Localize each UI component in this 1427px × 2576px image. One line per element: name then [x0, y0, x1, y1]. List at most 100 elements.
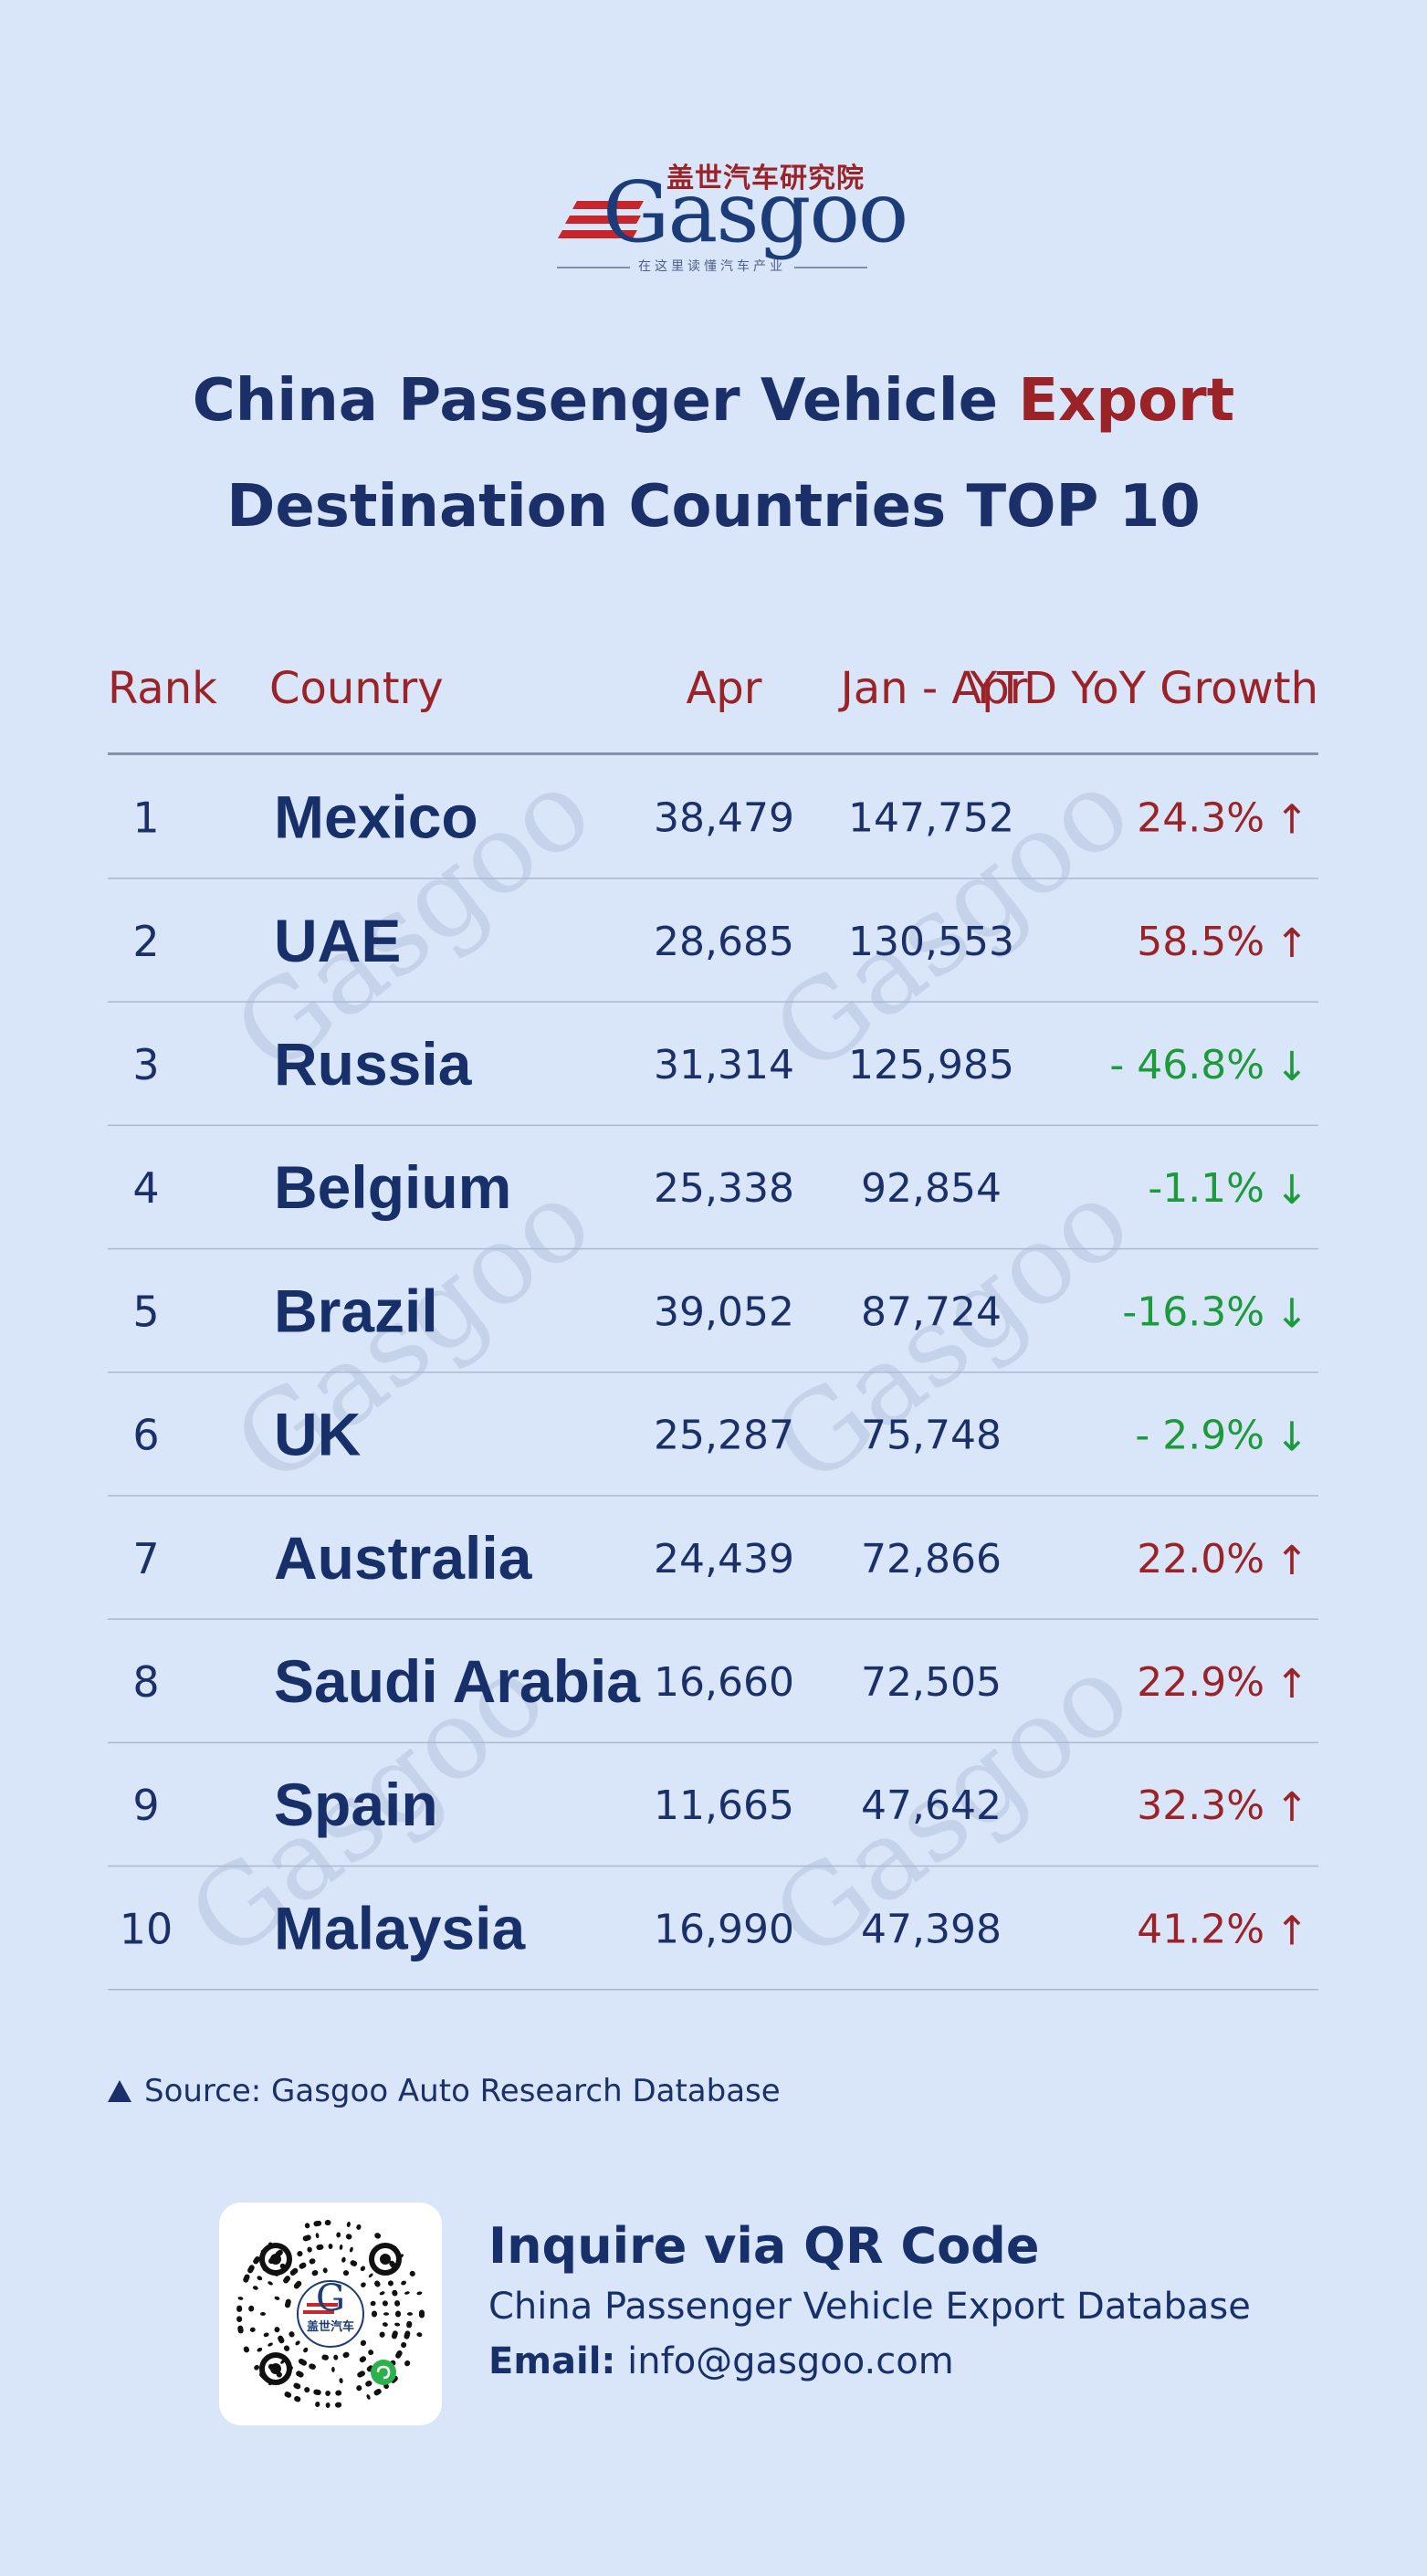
jan-apr-cell: 47,398	[861, 1906, 1002, 1952]
apr-cell: 16,660	[654, 1659, 794, 1706]
qr-dot	[313, 2389, 321, 2395]
qr-dot	[268, 2342, 273, 2347]
rank-cell: 5	[132, 1287, 159, 1336]
apr-cell: 28,685	[654, 919, 794, 965]
qr-dot	[298, 2358, 308, 2366]
qr-dot	[339, 2378, 343, 2384]
logo-divider-right	[794, 267, 867, 268]
country-cell: Russia	[274, 1030, 473, 1098]
qr-dot	[382, 2322, 388, 2327]
qr-code[interactable]: G 盖世汽车	[219, 2203, 442, 2425]
qr-dot	[247, 2265, 255, 2274]
rank-cell: 1	[132, 794, 159, 843]
qr-dot	[295, 2340, 300, 2346]
qr-dot	[325, 2402, 331, 2408]
qr-dot	[365, 2380, 372, 2387]
qr-dot	[361, 2282, 366, 2287]
qr-center-ring	[297, 2280, 364, 2348]
email-link[interactable]: info@gasgoo.com	[627, 2340, 954, 2383]
qr-dot	[370, 2300, 376, 2307]
apr-cell: 38,479	[654, 795, 794, 842]
jan-apr-cell: 147,752	[848, 795, 1014, 842]
apr-cell: 24,439	[654, 1536, 794, 1582]
qr-g-mark: G	[316, 2277, 345, 2319]
qr-dot	[406, 2320, 413, 2329]
qr-dot	[257, 2276, 263, 2281]
qr-dot	[297, 2251, 303, 2257]
row-divider	[108, 1865, 1318, 1867]
arrow-down-icon: ↓	[1275, 1414, 1309, 1461]
qr-dot	[395, 2310, 401, 2318]
arrow-up-icon: ↑	[1275, 1908, 1309, 1954]
table-row: 3 Russia 31,314 125,985 - 46.8% ↓	[108, 1030, 1318, 1127]
triangle-bullet-icon	[108, 2080, 131, 2102]
wechat-mini-program-glyph	[376, 2365, 391, 2380]
growth-cell: 32.3%	[1137, 1782, 1264, 1829]
qr-dot	[293, 2382, 301, 2390]
email-label: Email:	[488, 2340, 616, 2383]
jan-apr-cell: 87,724	[861, 1288, 1002, 1335]
rank-cell: 9	[132, 1781, 159, 1830]
logo-chinese-name: 盖世汽车研究院	[666, 163, 865, 195]
row-divider	[108, 1618, 1318, 1620]
qr-dot	[253, 2255, 260, 2265]
row-divider	[108, 1001, 1318, 1003]
qr-dot	[416, 2291, 423, 2296]
arrow-up-icon: ↑	[1275, 797, 1309, 844]
apr-cell: 25,287	[654, 1413, 794, 1459]
qr-dot	[341, 2256, 346, 2263]
qr-dot	[324, 2220, 331, 2226]
rank-cell: 3	[132, 1040, 159, 1089]
jan-apr-cell: 125,985	[848, 1042, 1014, 1088]
row-divider	[108, 1495, 1318, 1497]
qr-dot	[274, 2327, 280, 2333]
qr-dot	[356, 2224, 362, 2230]
qr-stripe	[307, 2303, 338, 2307]
qr-dot	[307, 2246, 312, 2253]
contact-email-row: Email: info@gasgoo.com	[488, 2340, 1251, 2382]
qr-dot	[368, 2273, 373, 2278]
qr-dot	[311, 2269, 319, 2276]
qr-dot	[356, 2385, 362, 2392]
growth-cell: 58.5%	[1137, 919, 1264, 965]
qr-dot	[335, 2390, 342, 2396]
qr-dot	[315, 2233, 320, 2239]
qr-dot	[404, 2291, 410, 2295]
row-divider	[108, 878, 1318, 879]
qr-dot	[243, 2274, 250, 2283]
country-cell: Malaysia	[274, 1894, 526, 1961]
qr-dot	[316, 2244, 324, 2251]
qr-dot	[345, 2234, 352, 2240]
qr-dot	[404, 2330, 411, 2339]
qr-dot	[283, 2276, 290, 2284]
qr-finder	[259, 2243, 292, 2276]
qr-dot	[346, 2222, 351, 2227]
qr-dot	[395, 2350, 403, 2359]
qr-dot	[257, 2347, 263, 2352]
table-row: 4 Belgium 25,338 92,854 -1.1% ↓	[108, 1153, 1318, 1250]
qr-center-label: 盖世汽车	[307, 2319, 354, 2334]
qr-dot	[349, 2246, 353, 2253]
qr-dot	[274, 2296, 280, 2300]
logo-wordmark: Gasgoo	[603, 163, 908, 261]
qr-dot	[243, 2346, 250, 2353]
qr-dot	[293, 2280, 302, 2289]
arrow-down-icon: ↓	[1275, 1167, 1309, 1214]
qr-dot	[409, 2270, 415, 2276]
growth-cell: - 46.8%	[1109, 1042, 1264, 1088]
table-row: 6 UK 25,287 75,748 - 2.9% ↓	[108, 1401, 1318, 1497]
qr-dot	[249, 2327, 256, 2332]
qr-dot	[333, 2354, 339, 2360]
qr-dot	[294, 2395, 301, 2403]
apr-cell: 25,338	[654, 1165, 794, 1212]
qr-dot	[359, 2356, 367, 2363]
qr-dot	[248, 2305, 255, 2312]
qr-dot	[391, 2330, 398, 2339]
qr-dot	[366, 2394, 371, 2400]
qr-dot	[236, 2316, 243, 2323]
jan-apr-cell: 72,866	[861, 1536, 1002, 1582]
qr-dot	[394, 2300, 401, 2307]
logo-divider-left	[557, 267, 630, 268]
qr-dot	[335, 2402, 342, 2408]
